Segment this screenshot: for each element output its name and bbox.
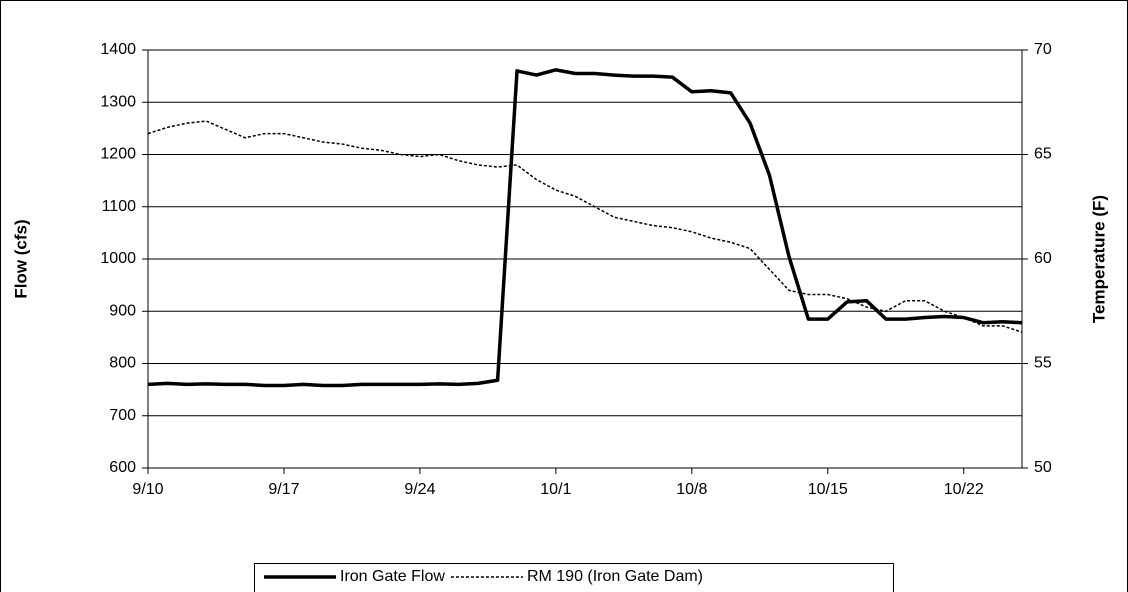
series-line xyxy=(147,120,1023,333)
x-tick-label: 9/10 xyxy=(132,481,163,498)
y-tick-label: 1400 xyxy=(100,41,136,58)
x-tick-label: 10/8 xyxy=(676,481,707,498)
y2-tick-label: 65 xyxy=(1034,146,1052,163)
y-axis-title: Flow (cfs) xyxy=(11,219,30,298)
y-tick-label: 1300 xyxy=(100,93,136,110)
series-line xyxy=(147,68,1023,388)
y2-tick-label: 50 xyxy=(1034,459,1052,476)
legend-label: Iron Gate Flow xyxy=(340,568,445,585)
y-tick-label: 800 xyxy=(109,355,136,372)
x-tick-label: 10/22 xyxy=(944,481,984,498)
y-tick-label: 900 xyxy=(109,302,136,319)
x-tick-label: 10/1 xyxy=(540,481,571,498)
y2-axis-title: Temperature (F) xyxy=(1089,195,1108,323)
y-tick-label: 1200 xyxy=(100,146,136,163)
y-tick-label: 700 xyxy=(109,407,136,424)
x-tick-label: 9/24 xyxy=(404,481,435,498)
y2-tick-label: 60 xyxy=(1034,250,1052,267)
y2-tick-label: 55 xyxy=(1034,355,1052,372)
x-tick-label: 10/15 xyxy=(808,481,848,498)
y-tick-label: 1000 xyxy=(100,250,136,267)
legend-label: RM 190 (Iron Gate Dam) xyxy=(527,568,703,585)
x-tick-label: 9/17 xyxy=(268,481,299,498)
y-tick-label: 600 xyxy=(109,459,136,476)
legend-box xyxy=(254,563,894,592)
y-tick-label: 1100 xyxy=(102,198,137,215)
y2-tick-label: 70 xyxy=(1034,41,1052,58)
